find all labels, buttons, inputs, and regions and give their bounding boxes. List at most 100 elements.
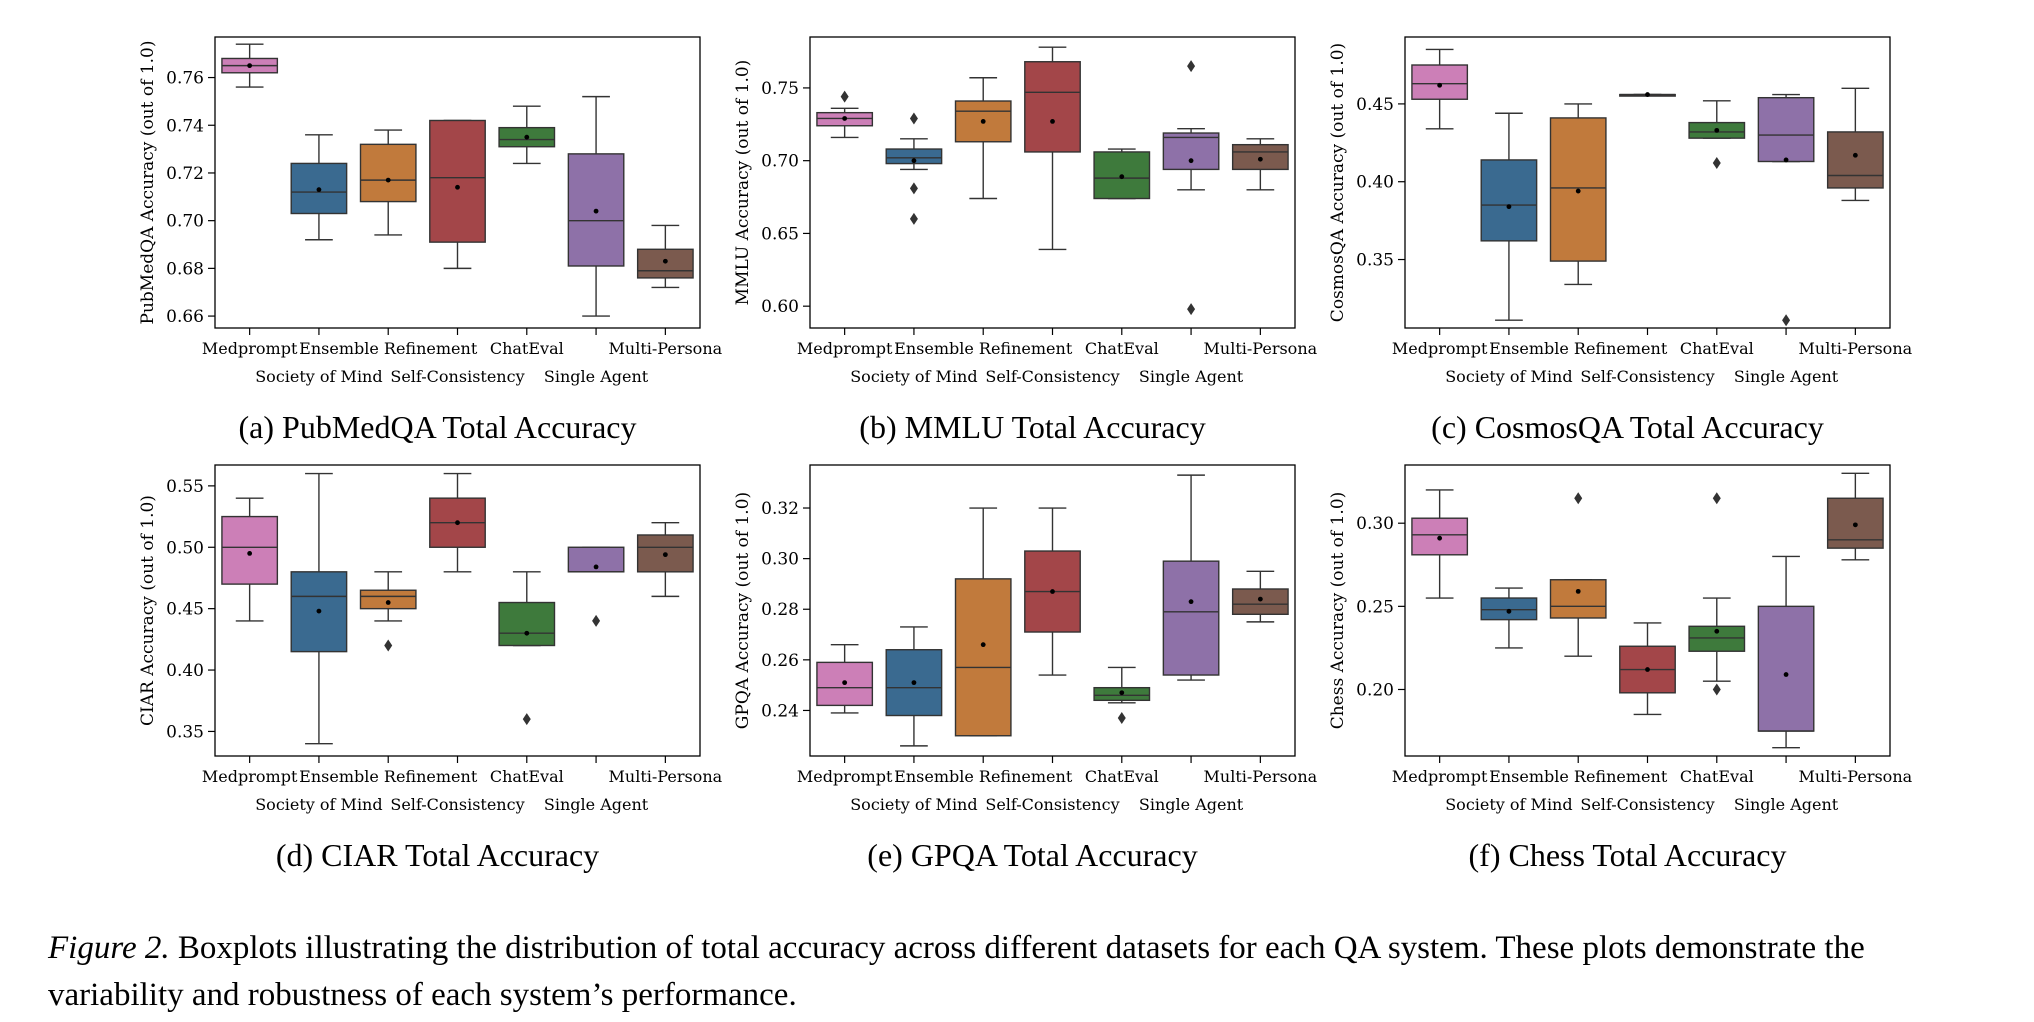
box-self-consistency	[1619, 622, 1676, 716]
x-tick-label: Self-Consistency	[985, 367, 1119, 386]
box-body	[885, 148, 943, 165]
x-tick-label: Single Agent	[544, 795, 649, 814]
box-medprompt	[1411, 48, 1469, 130]
box-body	[1757, 605, 1815, 732]
chart-2: 0.60 0.65 0.70 0.75 MMLU Accuracy (out of 1.…	[733, 36, 1318, 445]
y-axis-label: MMLU Accuracy (out of 1.0)	[733, 60, 753, 306]
x-tick-label: Self-Consistency	[985, 795, 1119, 814]
y-tick-label: 0.74	[166, 116, 204, 136]
box-self-consistency	[1024, 46, 1081, 251]
mean-marker	[524, 134, 530, 140]
x-tick-label: Medprompt	[797, 767, 893, 786]
outlier-marker	[909, 182, 918, 195]
mean-marker	[1050, 118, 1055, 124]
x-tick-label: Society of Mind	[1445, 367, 1572, 386]
y-tick-label: 0.32	[761, 499, 799, 519]
mean-marker	[911, 158, 917, 164]
mean-marker	[316, 608, 322, 614]
y-tick-label: 0.75	[761, 79, 799, 99]
box-body	[359, 143, 417, 203]
figure-caption-text: Boxplots illustrating the distribution o…	[48, 930, 1865, 1013]
box-self-consistency	[429, 472, 486, 573]
x-tick-label: Single Agent	[1139, 367, 1244, 386]
box-single-agent	[1757, 93, 1815, 327]
x-tick-label: Ensemble Refinement	[894, 767, 1073, 786]
box-multi-persona	[1826, 87, 1884, 202]
mean-marker	[1575, 188, 1581, 194]
mean-marker	[247, 63, 253, 69]
box-single-agent	[1162, 474, 1220, 681]
box-body	[1162, 560, 1220, 676]
mean-marker	[911, 680, 917, 686]
box-ensemble-refinement	[359, 571, 417, 652]
outlier-marker	[1712, 157, 1721, 170]
y-tick-label: 0.30	[761, 550, 799, 570]
box-body	[1231, 588, 1289, 615]
y-tick-label: 0.60	[761, 297, 799, 317]
y-axis-label: Chess Accuracy (out of 1.0)	[1328, 492, 1348, 730]
box-medprompt	[221, 43, 279, 88]
x-tick-label: Society of Mind	[255, 795, 382, 814]
box-chateval	[1688, 492, 1746, 696]
x-tick-label: Society of Mind	[255, 367, 382, 386]
box-body	[1231, 143, 1289, 171]
outlier-marker	[1712, 492, 1721, 505]
chart-3: 0.35 0.40 0.45 CosmosQA Accuracy (out of 1.…	[1328, 36, 1913, 445]
mean-marker	[1257, 596, 1263, 602]
y-tick-label: 0.50	[166, 538, 204, 558]
x-tick-label: Ensemble Refinement	[1489, 767, 1668, 786]
y-tick-label: 0.55	[166, 477, 204, 497]
x-tick-label: Single Agent	[1734, 367, 1839, 386]
x-tick-label: Ensemble Refinement	[1489, 339, 1668, 358]
box-single-agent	[1757, 555, 1815, 749]
x-tick-label: Society of Mind	[850, 795, 977, 814]
box-chateval	[1688, 100, 1746, 170]
mean-marker	[247, 551, 253, 556]
box-body	[1162, 132, 1220, 171]
x-tick-label: Ensemble Refinement	[299, 339, 478, 358]
outlier-marker	[909, 212, 918, 225]
mean-marker	[593, 564, 599, 570]
x-tick-label: Self-Consistency	[390, 795, 524, 814]
x-tick-label: Single Agent	[1734, 795, 1839, 814]
mean-marker	[385, 600, 391, 605]
box-body	[1024, 61, 1081, 153]
x-tick-label: Multi-Persona	[1799, 339, 1913, 358]
mean-marker	[1506, 204, 1512, 210]
box-self-consistency	[1619, 92, 1676, 97]
chart-5: 0.24 0.26 0.28 0.30 0.32 GPQA Accuracy (out o…	[733, 464, 1318, 873]
box-medprompt	[221, 497, 279, 622]
y-tick-label: 0.28	[761, 600, 799, 620]
outlier-marker	[592, 614, 601, 627]
mean-marker	[1188, 599, 1194, 605]
subcaption: (d) CIAR Total Accuracy	[276, 837, 599, 873]
y-tick-label: 0.20	[1356, 680, 1394, 700]
box-body	[221, 515, 279, 585]
outlier-marker	[1782, 314, 1791, 327]
mean-marker	[524, 630, 530, 636]
outlier-marker	[1117, 712, 1126, 725]
x-tick-label: ChatEval	[1085, 767, 1159, 786]
box-ensemble-refinement	[359, 129, 417, 236]
y-tick-label: 0.70	[166, 212, 204, 232]
y-tick-label: 0.66	[166, 307, 204, 327]
box-society-of-mind	[290, 134, 348, 241]
box-medprompt	[1411, 489, 1469, 599]
x-tick-label: ChatEval	[1085, 339, 1159, 358]
y-tick-label: 0.30	[1356, 514, 1394, 534]
mean-marker	[662, 552, 668, 558]
box-self-consistency	[1024, 507, 1081, 676]
x-tick-label: Medprompt	[1392, 339, 1488, 358]
box-society-of-mind	[885, 112, 943, 225]
x-tick-label: ChatEval	[490, 339, 564, 358]
box-multi-persona	[1826, 472, 1884, 561]
y-axis-label: CosmosQA Accuracy (out of 1.0)	[1328, 43, 1348, 322]
x-tick-label: Multi-Persona	[1204, 339, 1318, 358]
mean-marker	[980, 118, 986, 124]
chart-6: 0.20 0.25 0.30 Chess Accuracy (out of 1.0) M…	[1328, 464, 1913, 873]
x-tick-label: Single Agent	[544, 367, 649, 386]
x-tick-label: Medprompt	[202, 767, 298, 786]
box-society-of-mind	[1480, 587, 1538, 649]
mean-marker	[455, 184, 460, 190]
mean-marker	[1714, 628, 1720, 634]
